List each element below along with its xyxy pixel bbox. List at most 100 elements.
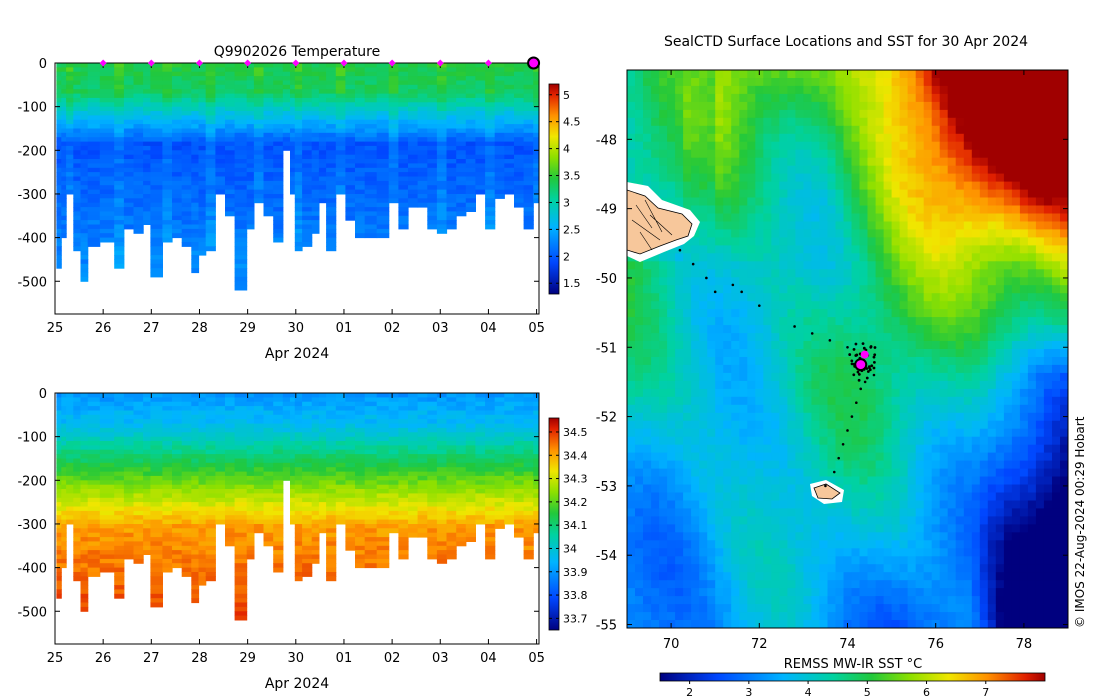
profile-cell	[456, 102, 467, 108]
profile-cell	[56, 242, 62, 247]
profile-cell	[504, 76, 515, 81]
profile-cell	[172, 141, 183, 147]
profile-cell	[253, 76, 265, 81]
profile-cell	[181, 119, 192, 125]
profile-cell	[253, 102, 265, 108]
profile-cell	[99, 71, 115, 77]
profile-cell	[364, 445, 378, 451]
profile-cell	[181, 71, 192, 77]
profile-cell	[364, 159, 378, 164]
profile-cell	[345, 462, 356, 468]
profile-cell	[198, 63, 207, 68]
profile-cell	[326, 176, 337, 182]
profile-cell	[150, 76, 163, 81]
profile-cell	[246, 202, 255, 208]
profile-cell	[162, 93, 173, 99]
profile-cell	[388, 462, 399, 468]
profile-cell	[514, 115, 525, 121]
profile-cell	[66, 458, 74, 464]
profile-cell	[376, 441, 390, 446]
profile-cell	[456, 419, 467, 425]
profile-cell	[234, 563, 248, 569]
profile-cell	[73, 198, 82, 204]
profile-cell	[162, 502, 173, 507]
profile-cell	[398, 220, 409, 225]
profile-cell	[302, 489, 313, 494]
profile-cell	[99, 563, 115, 569]
profile-cell	[80, 97, 89, 103]
profile-cell	[376, 480, 390, 486]
profile-cell	[66, 163, 74, 169]
profile-cell	[533, 172, 539, 177]
profile-cell	[99, 198, 115, 204]
sst-cell	[819, 133, 828, 143]
x-tick-label: 26	[95, 651, 112, 666]
profile-cell	[172, 532, 183, 538]
profile-cell	[123, 449, 135, 455]
profile-cell	[61, 524, 67, 529]
profile-cell	[446, 137, 457, 143]
sst-cell	[955, 78, 965, 87]
profile-cell	[398, 397, 409, 403]
profile-cell	[408, 532, 419, 538]
profile-cell	[162, 115, 173, 121]
profile-cell	[225, 462, 236, 468]
profile-cell	[66, 76, 74, 81]
profile-cell	[172, 220, 183, 225]
profile-cell	[191, 528, 200, 534]
profile-cell	[56, 510, 62, 516]
sst-cell	[995, 93, 1005, 103]
profile-cell	[80, 393, 89, 398]
profile-cell	[114, 172, 125, 177]
profile-cell	[150, 397, 163, 403]
profile-cell	[181, 410, 192, 416]
profile-cell	[61, 185, 67, 191]
profile-cell	[282, 441, 291, 446]
profile-cell	[446, 119, 457, 125]
profile-cell	[311, 558, 320, 564]
profile-cell	[66, 506, 74, 512]
sst-cell	[963, 93, 973, 103]
profile-cell	[533, 102, 539, 108]
profile-cell	[388, 489, 399, 494]
profile-cell	[253, 510, 265, 516]
profile-cell	[225, 207, 236, 212]
sst-cell	[739, 181, 748, 191]
profile-cell	[364, 541, 378, 547]
sst-cell	[771, 133, 780, 143]
profile-cell	[398, 480, 409, 486]
profile-cell	[294, 567, 303, 573]
sst-cell	[1027, 173, 1037, 183]
profile-cell	[376, 532, 390, 538]
profile-cell	[66, 154, 74, 160]
profile-cell	[376, 427, 390, 433]
profile-cell	[99, 393, 115, 398]
sst-cell	[955, 93, 965, 103]
profile-cell	[56, 515, 62, 521]
sst-cell	[995, 141, 1005, 151]
profile-cell	[294, 506, 303, 512]
profile-cell	[56, 63, 62, 68]
profile-cell	[162, 224, 173, 230]
profile-cell	[446, 541, 457, 547]
sst-cell	[995, 109, 1005, 119]
sst-cell	[1027, 125, 1037, 135]
profile-cell	[446, 63, 457, 68]
profile-cell	[162, 84, 173, 90]
profile-cell	[345, 76, 356, 81]
profile-cell	[273, 150, 284, 156]
sst-cell	[819, 70, 828, 79]
profile-cell	[162, 410, 173, 416]
profile-cell	[61, 132, 67, 138]
profile-cell	[73, 237, 82, 243]
profile-cell	[427, 506, 438, 512]
sst-cell	[683, 165, 692, 175]
profile-cell	[335, 458, 346, 464]
profile-cell	[398, 194, 409, 199]
profile-cell	[80, 106, 89, 112]
sst-cell	[667, 109, 676, 119]
profile-cell	[485, 458, 496, 464]
profile-cell	[99, 189, 115, 195]
profile-cell	[408, 84, 419, 90]
sst-cell	[987, 78, 997, 87]
